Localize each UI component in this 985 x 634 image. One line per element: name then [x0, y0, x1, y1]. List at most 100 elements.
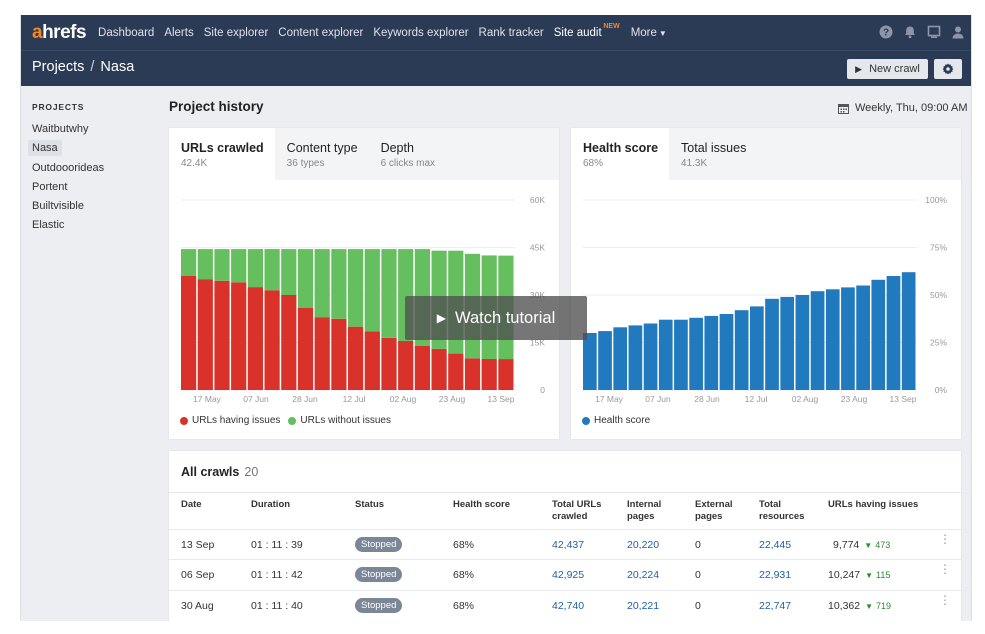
col-header-health-score[interactable]: Health score [453, 499, 511, 510]
sidebar-item-builtvisible[interactable]: Builtvisible [32, 200, 84, 212]
cell-internal-pages-link[interactable]: 20,220 [627, 539, 660, 551]
nav-item-content-explorer[interactable]: Content explorer [278, 26, 364, 39]
bar-urls-having-issues[interactable] [348, 326, 364, 390]
legend-item-without-issues[interactable]: URLs without issues [288, 415, 391, 426]
bar-health-score[interactable] [750, 306, 764, 390]
bar-urls-without-issues[interactable] [297, 249, 314, 308]
sidebar-item-elastic[interactable]: Elastic [32, 219, 65, 231]
bar-urls-without-issues[interactable] [364, 249, 380, 332]
user-icon[interactable] [951, 25, 965, 39]
nav-item-alerts[interactable]: Alerts [164, 26, 194, 39]
tab-content-type[interactable]: Content type 36 types [275, 128, 369, 180]
cell-total-resources-link[interactable]: 22,931 [759, 569, 792, 581]
cell-total-urls-link[interactable]: 42,437 [552, 539, 585, 551]
col-header-total-urls[interactable]: Total URLs crawled [552, 499, 601, 523]
nav-item-dashboard[interactable]: Dashboard [98, 26, 155, 39]
crawl-schedule[interactable]: Weekly, Thu, 09:00 AM [838, 102, 968, 114]
kebab-menu-icon[interactable]: ⋮ [939, 532, 951, 546]
bar-health-score[interactable] [734, 310, 749, 390]
nav-item-site-explorer[interactable]: Site explorer [203, 26, 269, 39]
nav-item-keywords-explorer[interactable]: Keywords explorer [373, 26, 469, 39]
bar-urls-having-issues[interactable] [281, 295, 297, 390]
bar-health-score[interactable] [765, 298, 779, 390]
bar-health-score[interactable] [689, 317, 703, 390]
bar-urls-having-issues[interactable] [297, 307, 314, 390]
monitor-icon[interactable] [927, 25, 941, 39]
bar-health-score[interactable] [856, 285, 870, 391]
bar-health-score[interactable] [658, 319, 673, 390]
bar-health-score[interactable] [674, 319, 688, 390]
bar-urls-having-issues[interactable] [398, 340, 414, 390]
col-header-internal-pages[interactable]: Internal pages [627, 499, 661, 523]
bar-urls-without-issues[interactable] [264, 249, 280, 291]
col-header-urls-having-issues[interactable]: URLs having issues [828, 499, 919, 510]
tab-health-score[interactable]: Health score 68% [571, 128, 670, 180]
table-row[interactable]: 30 Aug 01 : 11 : 40 Stopped 68% 42,740 2… [169, 590, 961, 621]
bar-health-score[interactable] [613, 327, 628, 390]
nav-item-site-audit[interactable]: Site audit NEW [554, 23, 620, 39]
cell-total-resources-link[interactable]: 22,445 [759, 539, 792, 551]
sidebar-item-portent[interactable]: Portent [32, 181, 68, 193]
bar-urls-having-issues[interactable] [264, 290, 280, 390]
table-row[interactable]: 06 Sep 01 : 11 : 42 Stopped 68% 42,925 2… [169, 559, 961, 590]
breadcrumb-projects[interactable]: Projects [32, 59, 85, 75]
col-header-status[interactable]: Status [355, 499, 385, 510]
bell-icon[interactable] [903, 25, 917, 39]
bar-urls-having-issues[interactable] [331, 318, 347, 390]
settings-button[interactable] [934, 59, 962, 79]
watch-tutorial-button[interactable]: ▶ Watch tutorial [405, 296, 587, 340]
bar-urls-without-issues[interactable] [348, 249, 364, 327]
bar-urls-without-issues[interactable] [381, 249, 397, 338]
bar-urls-without-issues[interactable] [247, 249, 263, 288]
bar-urls-having-issues[interactable] [231, 282, 247, 390]
bar-urls-having-issues[interactable] [481, 358, 497, 390]
bar-urls-without-issues[interactable] [331, 249, 347, 319]
bar-urls-having-issues[interactable] [448, 353, 464, 390]
bar-urls-having-issues[interactable] [181, 276, 197, 390]
bar-health-score[interactable] [871, 279, 886, 390]
bar-urls-without-issues[interactable] [214, 249, 230, 281]
bar-urls-having-issues[interactable] [464, 358, 481, 390]
tab-urls-crawled[interactable]: URLs crawled 42.4K [169, 128, 275, 180]
bar-health-score[interactable] [825, 289, 840, 390]
bar-health-score[interactable] [719, 314, 734, 390]
kebab-menu-icon[interactable]: ⋮ [939, 593, 951, 607]
col-header-total-resources[interactable]: Total resources [759, 499, 804, 523]
legend-item-issues[interactable]: URLs having issues [180, 415, 280, 426]
bar-urls-having-issues[interactable] [214, 280, 230, 390]
bar-urls-without-issues[interactable] [281, 249, 297, 295]
bar-health-score[interactable] [901, 272, 916, 390]
bar-urls-without-issues[interactable] [181, 249, 197, 276]
col-header-external-pages[interactable]: External pages [695, 499, 733, 523]
ahrefs-logo[interactable]: ahrefs [32, 21, 87, 43]
bar-health-score[interactable] [704, 315, 719, 390]
bar-urls-without-issues[interactable] [197, 249, 213, 280]
col-header-date[interactable]: Date [181, 499, 202, 510]
col-header-duration[interactable]: Duration [251, 499, 291, 510]
bar-health-score[interactable] [583, 333, 597, 390]
cell-internal-pages-link[interactable]: 20,224 [627, 569, 660, 581]
bar-urls-having-issues[interactable] [247, 287, 263, 390]
kebab-menu-icon[interactable]: ⋮ [939, 562, 951, 576]
bar-health-score[interactable] [886, 276, 901, 390]
bar-health-score[interactable] [810, 291, 825, 390]
bar-health-score[interactable] [795, 295, 810, 390]
bar-health-score[interactable] [628, 325, 643, 390]
tab-depth[interactable]: Depth 6 clicks max [369, 128, 446, 180]
cell-internal-pages-link[interactable]: 20,221 [627, 600, 660, 612]
tab-total-issues[interactable]: Total issues 41.3K [669, 128, 757, 180]
cell-total-urls-link[interactable]: 42,740 [552, 600, 585, 612]
nav-item-rank-tracker[interactable]: Rank tracker [478, 26, 544, 39]
nav-item-more[interactable]: More ▼ [631, 27, 667, 39]
bar-health-score[interactable] [598, 331, 612, 390]
sidebar-item-outdooorideas[interactable]: Outdooorideas [32, 162, 105, 174]
bar-urls-having-issues[interactable] [414, 345, 430, 390]
cell-total-urls-link[interactable]: 42,925 [552, 569, 585, 581]
bar-urls-having-issues[interactable] [364, 331, 380, 390]
new-crawl-button[interactable]: ▶ New crawl [847, 59, 928, 79]
bar-health-score[interactable] [643, 323, 658, 391]
bar-urls-without-issues[interactable] [314, 249, 330, 318]
legend-item-health-score[interactable]: Health score [582, 415, 650, 426]
bar-urls-having-issues[interactable] [314, 317, 330, 390]
sidebar-item-waitbutwhy[interactable]: Waitbutwhy [32, 123, 89, 135]
